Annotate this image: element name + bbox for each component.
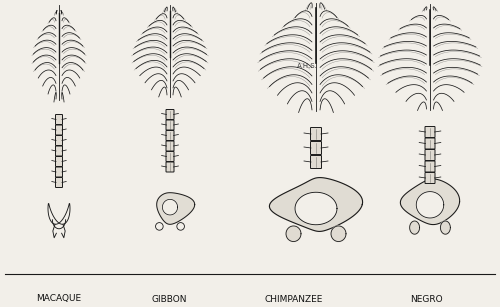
FancyBboxPatch shape — [425, 138, 435, 149]
FancyBboxPatch shape — [166, 120, 174, 130]
FancyBboxPatch shape — [166, 110, 174, 119]
Polygon shape — [440, 221, 450, 234]
FancyBboxPatch shape — [166, 130, 174, 141]
FancyBboxPatch shape — [310, 127, 322, 141]
FancyBboxPatch shape — [56, 125, 62, 135]
FancyBboxPatch shape — [56, 146, 62, 156]
Text: A.H.S.: A.H.S. — [297, 63, 318, 69]
FancyBboxPatch shape — [310, 156, 322, 169]
Text: MACAQUE: MACAQUE — [36, 294, 82, 304]
FancyBboxPatch shape — [310, 142, 322, 154]
FancyBboxPatch shape — [56, 167, 62, 177]
Polygon shape — [270, 177, 362, 231]
FancyBboxPatch shape — [166, 141, 174, 151]
Text: GIBBON: GIBBON — [151, 294, 187, 304]
FancyBboxPatch shape — [425, 173, 435, 184]
Polygon shape — [162, 199, 178, 215]
FancyBboxPatch shape — [56, 135, 62, 146]
FancyBboxPatch shape — [56, 115, 62, 125]
Circle shape — [156, 223, 163, 230]
Polygon shape — [54, 200, 64, 217]
Polygon shape — [416, 192, 444, 218]
FancyBboxPatch shape — [56, 157, 62, 166]
FancyBboxPatch shape — [56, 177, 62, 188]
Polygon shape — [286, 226, 301, 242]
Polygon shape — [400, 179, 460, 225]
Polygon shape — [331, 226, 346, 242]
Text: CHIMPANZEE: CHIMPANZEE — [264, 294, 322, 304]
Polygon shape — [156, 193, 194, 224]
Polygon shape — [410, 221, 420, 234]
FancyBboxPatch shape — [425, 161, 435, 172]
FancyBboxPatch shape — [425, 126, 435, 138]
FancyBboxPatch shape — [166, 162, 174, 172]
FancyBboxPatch shape — [166, 151, 174, 161]
Circle shape — [177, 223, 184, 230]
Polygon shape — [295, 192, 337, 225]
Text: NEGRO: NEGRO — [410, 294, 442, 304]
FancyBboxPatch shape — [425, 150, 435, 161]
